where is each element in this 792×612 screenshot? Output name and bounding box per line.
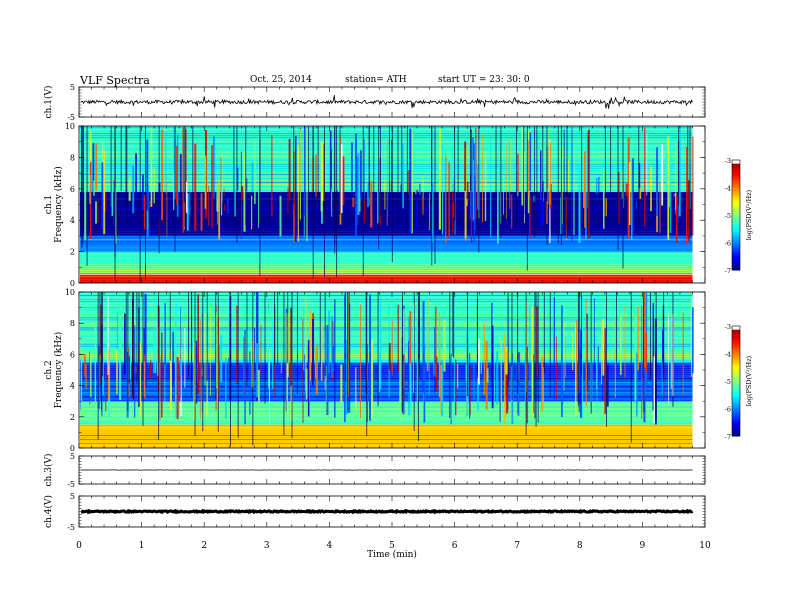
colorbar-tick-label: -4 <box>725 185 731 193</box>
figure-title: VLF Spectra <box>79 74 150 87</box>
colorbar-tick-label: -7 <box>725 433 731 441</box>
y-axis-label: ch.1(V) <box>43 86 54 119</box>
y-axis-label: ch.4(V) <box>43 495 54 528</box>
voltage-trace <box>80 94 693 109</box>
y-tick-label: 10 <box>65 288 75 297</box>
y-tick-label: 5 <box>70 492 75 501</box>
y-axis-label: ch.1 <box>44 195 54 214</box>
colorbar-tick-label: -6 <box>725 406 731 414</box>
x-tick-label: 2 <box>201 541 207 551</box>
colorbar-tick-label: -5 <box>725 212 731 220</box>
x-tick-label: 0 <box>76 541 82 551</box>
ch1-voltage-panel: -5 5 ch.1(V) <box>43 83 706 122</box>
y-axis-label: ch.2 <box>44 360 54 379</box>
spectrogram-band <box>80 424 693 448</box>
y-tick-label: 8 <box>70 319 75 328</box>
x-tick-label: 6 <box>452 541 458 551</box>
y-tick-label: 0 <box>70 444 75 453</box>
x-tick-label: 1 <box>139 541 145 551</box>
y-axis-label: Frequency (kHz) <box>53 332 64 409</box>
colorbar-tick-label: -5 <box>725 378 731 386</box>
y-tick-label: 5 <box>70 83 75 92</box>
y-axis-label: Frequency (kHz) <box>53 166 64 243</box>
colorbar-tick-label: -6 <box>725 240 731 248</box>
ch2-spectrogram-panel: 0 2 4 6 8 10 ch.2 Frequency (kHz) <box>44 288 706 453</box>
x-tick-label: 7 <box>514 541 520 551</box>
start-time-label: start UT = 23: 30: 0 <box>438 75 530 85</box>
colorbar-ch1: -3 -4 -5 -6 -7 log(PSD(V²/Hz) <box>725 157 753 275</box>
colorbar-label: log(PSD(V²/Hz) <box>745 355 753 406</box>
y-tick-label: 5 <box>70 452 75 461</box>
colorbar-tick-label: -7 <box>725 267 731 275</box>
y-tick-label: 6 <box>70 185 75 194</box>
x-tick-label: 5 <box>389 541 395 551</box>
y-tick-label: 4 <box>70 216 75 225</box>
y-axis-label: ch.3(V) <box>43 454 54 487</box>
station-label: station= ATH <box>345 75 407 85</box>
y-tick-label: 2 <box>70 248 75 257</box>
ch3-voltage-panel: -5 5 ch.3(V) <box>43 452 706 489</box>
colorbar-tick-label: -4 <box>725 351 731 359</box>
date-label: Oct. 25, 2014 <box>250 75 312 85</box>
time-axis-label: Time (min) <box>367 549 417 560</box>
y-tick-label: 10 <box>65 122 75 131</box>
y-tick-label: 6 <box>70 350 75 359</box>
colorbar-label: log(PSD(V²/Hz) <box>745 189 753 240</box>
ch4-voltage-panel: -5 5 ch.4(V) <box>43 492 706 532</box>
colorbar-ch2: -3 -4 -5 -6 -7 log(PSD(V²/Hz) <box>725 323 753 441</box>
x-tick-label: 8 <box>577 541 583 551</box>
x-tick-label: 3 <box>264 541 270 551</box>
y-tick-label: 2 <box>70 413 75 422</box>
y-tick-label: 4 <box>70 382 75 391</box>
y-tick-label: 8 <box>70 153 75 162</box>
ch1-spectrogram-panel: 0 2 4 6 8 10 ch.1 Frequency (kHz) <box>44 122 706 288</box>
voltage-trace <box>80 508 694 515</box>
y-tick-label: -5 <box>67 113 75 122</box>
y-tick-label: 0 <box>70 279 75 288</box>
time-axis: 0 1 2 3 4 5 6 7 8 9 10 <box>76 541 711 551</box>
colorbar-tick-label: -3 <box>725 157 731 165</box>
x-tick-label: 4 <box>327 541 333 551</box>
x-tick-label: 10 <box>699 541 711 551</box>
y-tick-label: -5 <box>67 523 75 532</box>
x-tick-label: 9 <box>640 541 646 551</box>
y-tick-label: -5 <box>67 480 75 489</box>
colorbar-tick-label: -3 <box>725 323 731 331</box>
